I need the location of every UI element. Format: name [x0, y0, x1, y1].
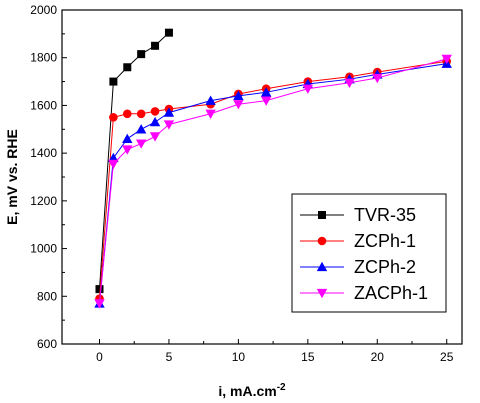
data-point — [164, 28, 173, 37]
data-point — [137, 50, 146, 59]
data-point — [344, 78, 355, 88]
legend-marker — [316, 288, 328, 299]
legend-label: ZACPh-1 — [354, 283, 428, 303]
y-tick-label: 1200 — [30, 194, 57, 208]
x-tick-label: 5 — [166, 350, 173, 364]
x-tick-label: 20 — [371, 350, 385, 364]
data-point — [122, 145, 133, 155]
data-point — [109, 113, 118, 122]
y-tick-label: 1600 — [30, 98, 57, 112]
data-point — [233, 100, 244, 110]
y-axis-title: E, mV vs. RHE — [4, 129, 20, 225]
data-point — [151, 41, 160, 50]
y-tick-label: 800 — [37, 289, 57, 303]
data-point — [135, 139, 147, 149]
x-tick-label: 15 — [301, 350, 315, 364]
legend-entry: ZCPh-1 — [300, 231, 416, 251]
legend-marker — [317, 236, 327, 246]
data-point — [135, 124, 147, 134]
y-tick-label: 1400 — [30, 146, 57, 160]
legend-label: ZCPh-1 — [354, 231, 416, 251]
data-point — [108, 159, 119, 170]
data-point — [95, 285, 104, 294]
legend-marker — [316, 261, 328, 272]
data-point — [302, 84, 314, 94]
series-zacph-1 — [94, 54, 452, 309]
data-point — [94, 299, 105, 309]
series-tvr-35 — [95, 28, 173, 294]
data-point — [441, 54, 452, 65]
data-point — [163, 120, 175, 130]
data-point — [123, 63, 132, 72]
x-tick-label: 10 — [232, 350, 246, 364]
x-tick-label: 0 — [96, 350, 103, 364]
data-point — [233, 90, 244, 101]
data-point — [260, 87, 272, 97]
x-tick-label: 25 — [440, 350, 454, 364]
data-point — [122, 109, 132, 119]
data-point — [150, 107, 160, 116]
data-point — [205, 109, 216, 119]
legend-entry: ZACPh-1 — [300, 283, 428, 303]
data-point — [163, 107, 175, 117]
x-axis-title-superscript: -2 — [277, 382, 286, 393]
data-point — [136, 109, 146, 119]
legend-entry: ZCPh-2 — [300, 257, 416, 277]
data-point — [149, 132, 161, 142]
y-tick-label: 2000 — [30, 3, 57, 17]
legend: TVR-35 ZCPh-1 ZCPh-2 ZACPh-1 — [291, 193, 447, 313]
x-axis-title-main: i, mA.cm — [218, 383, 276, 399]
legend-box — [291, 193, 447, 313]
y-tick-label: 600 — [37, 337, 57, 351]
series-layer — [94, 28, 452, 309]
y-tick-label: 1800 — [30, 51, 57, 65]
legend-label: ZCPh-2 — [354, 257, 416, 277]
legend-entries: TVR-35 ZCPh-1 ZCPh-2 ZACPh-1 — [300, 205, 428, 303]
legend-marker — [318, 211, 326, 219]
legend-entry: TVR-35 — [300, 205, 416, 225]
data-point — [109, 77, 118, 86]
data-point — [205, 95, 216, 105]
x-axis-title: i, mA.cm-2 — [218, 382, 286, 399]
axes: 600 800 1000 1200 1400 1600 1800 2000 0 5 10 15 20 25 — [30, 3, 453, 364]
y-tick-label: 1000 — [30, 242, 57, 256]
data-point — [372, 73, 383, 84]
data-point — [260, 96, 272, 106]
data-point — [122, 133, 133, 143]
data-point — [149, 116, 161, 127]
legend-label: TVR-35 — [354, 205, 416, 225]
